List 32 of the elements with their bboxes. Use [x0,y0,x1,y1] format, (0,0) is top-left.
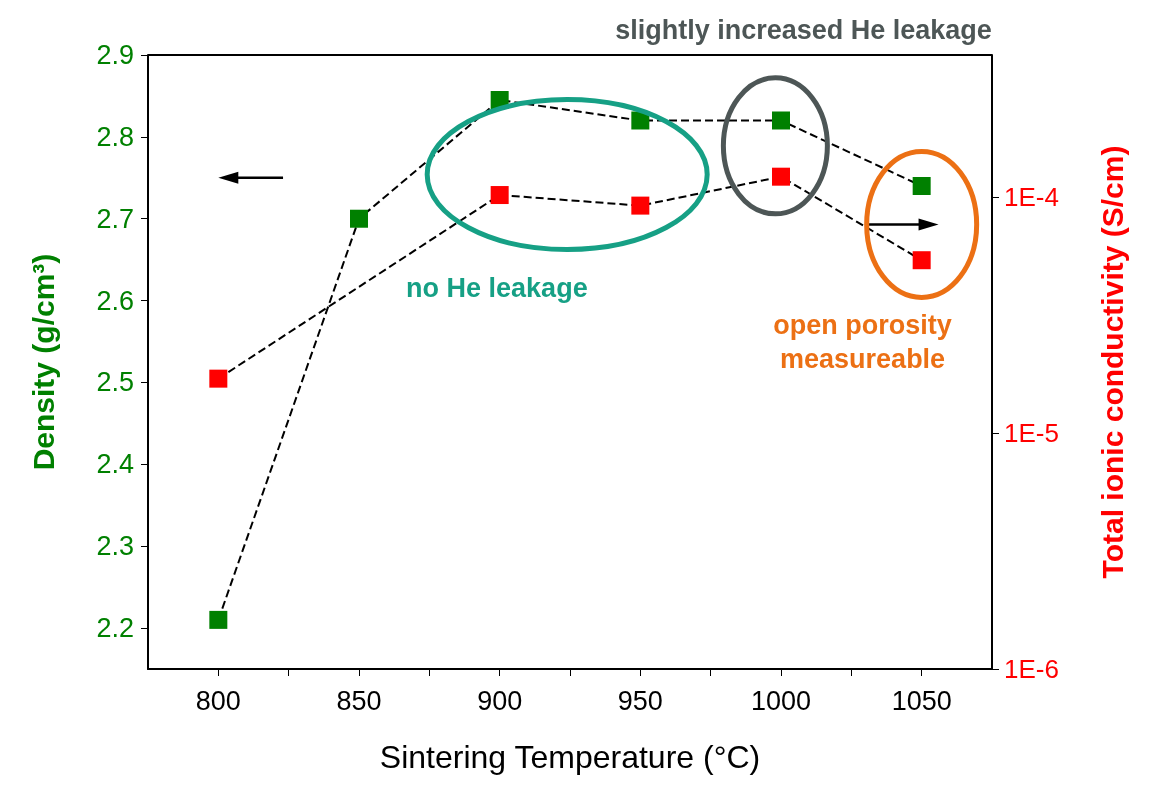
x-tick-label: 800 [195,685,241,716]
point [912,251,931,270]
y-axis-title: Density (g/cm³) [26,253,60,471]
x-tick-label: 900 [477,685,523,716]
x-tick-label: 850 [336,685,382,716]
y-tick-label: 2.6 [96,285,134,316]
y-tick-label: 2.2 [96,613,134,644]
point [350,209,368,228]
y2-axis-title: Total ionic conductivity (S/cm) [1095,145,1129,579]
y-tick-label: 2.7 [96,203,134,234]
y-tick-label: 2.9 [96,40,134,70]
y-tick-label: 2.3 [96,531,134,562]
y2-tick-label: 1E-6 [1004,654,1059,684]
x-tick-label: 950 [617,685,663,716]
x-tick-label: 1000 [750,685,812,716]
x-axis-title: Sintering Temperature (°C) [379,739,761,775]
y2-tick-label: 1E-5 [1004,418,1059,449]
point [772,167,790,186]
y-tick-label: 2.4 [96,449,134,480]
annotation: no He leakage [406,272,588,303]
y-tick-label: 2.5 [96,367,134,398]
point [490,186,509,205]
y-tick-label: 2.8 [96,121,134,152]
point [209,369,228,388]
x-tick-label: 1050 [891,685,952,716]
text: slightly increased He leakage [615,15,992,45]
point [631,196,650,215]
y2-tick-label: 1E-4 [1004,182,1059,213]
point [209,610,228,629]
annotation: open porosity measureable [773,309,952,374]
point [772,111,790,130]
point [912,176,931,195]
